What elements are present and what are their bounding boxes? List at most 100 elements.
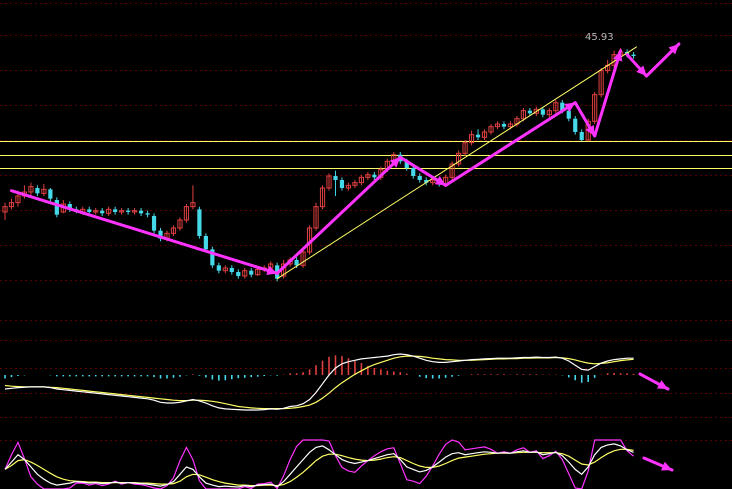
candle-up	[222, 267, 228, 272]
candle-up	[553, 102, 559, 112]
candle-down	[113, 209, 118, 212]
candle-up	[598, 70, 604, 96]
macd-arrow-head	[657, 380, 668, 389]
candle-down	[475, 134, 481, 138]
candle-down	[35, 188, 40, 194]
kdj-j-line	[4, 439, 634, 489]
candle-up	[41, 188, 47, 194]
candle-down	[579, 132, 584, 140]
candle-up	[494, 123, 501, 128]
candle-down	[216, 265, 221, 271]
candle-down	[67, 204, 72, 210]
candle-down	[294, 260, 299, 266]
candle-up	[358, 176, 364, 184]
trend-line-layer	[276, 46, 638, 280]
candle-down	[100, 210, 105, 214]
candle-down	[197, 209, 202, 236]
candle-up	[242, 270, 248, 277]
candle-down	[249, 270, 254, 275]
support-levels	[0, 141, 732, 169]
candle-up	[8, 202, 15, 208]
candle-up	[300, 251, 306, 266]
kdj-arrow-head	[661, 461, 672, 471]
trend-arrow-head	[389, 157, 401, 168]
candlestick-series	[2, 48, 636, 282]
trend-arrow	[9, 189, 279, 275]
candle-up	[15, 195, 21, 204]
candle-up	[119, 210, 125, 213]
candle-up	[190, 202, 196, 208]
candle-down	[566, 110, 571, 119]
trend-arrow-head	[266, 265, 278, 275]
trend-arrow-head	[434, 176, 446, 186]
candle-down	[339, 180, 345, 188]
trend-arrow-head	[636, 65, 647, 76]
candle-up	[430, 179, 436, 184]
candle-down	[527, 110, 532, 114]
candle-up	[183, 206, 190, 221]
trend-arrow-head	[613, 50, 623, 62]
trend-arrow	[444, 101, 577, 187]
candle-down	[573, 118, 578, 132]
candle-up	[488, 126, 494, 133]
candle-down	[138, 210, 144, 214]
candle-down	[417, 176, 422, 180]
kdj-k-line	[4, 443, 634, 488]
candle-down	[126, 210, 131, 212]
trend-line	[276, 46, 638, 280]
candle-up	[592, 94, 598, 122]
candle-up	[255, 268, 261, 276]
trend-arrow	[593, 49, 623, 138]
candle-down	[145, 213, 150, 215]
candle-down	[203, 236, 208, 250]
candle-down	[404, 161, 409, 168]
candle-up	[456, 152, 462, 165]
candle-down	[333, 176, 338, 180]
candle-up	[507, 123, 514, 128]
macd-dea-line	[4, 355, 634, 410]
candle-up	[481, 131, 488, 138]
candle-up	[177, 219, 183, 229]
trend-arrow-head	[585, 125, 595, 136]
candle-up	[520, 110, 526, 120]
candle-up	[313, 206, 319, 229]
candle-up	[365, 174, 371, 178]
candle-up	[449, 163, 455, 178]
candle-up	[106, 208, 112, 214]
candle-down	[236, 272, 241, 276]
candle-down	[411, 168, 416, 176]
candle-down	[372, 174, 377, 178]
kdj-panel	[4, 439, 634, 489]
candle-up	[132, 210, 138, 213]
trend-arrow-head	[564, 102, 576, 113]
candle-down	[424, 180, 429, 183]
candle-up	[546, 110, 552, 116]
macd-panel	[4, 353, 635, 411]
candle-down	[501, 124, 507, 127]
candle-down	[631, 54, 636, 56]
candle-up	[468, 134, 475, 144]
candle-up	[462, 142, 468, 154]
candle-down	[229, 268, 234, 272]
candle-up	[28, 186, 34, 193]
macd-dif-line	[4, 353, 634, 411]
candle-up	[93, 210, 99, 213]
candle-down	[48, 189, 53, 199]
candle-up	[533, 108, 539, 114]
candle-down	[158, 230, 163, 239]
candle-up	[352, 182, 358, 186]
candle-down	[560, 102, 565, 111]
candle-down	[54, 200, 59, 215]
candle-down	[87, 209, 92, 212]
candle-up	[326, 175, 332, 189]
annotation-arrows	[9, 42, 681, 472]
candle-down	[210, 249, 215, 266]
candle-up	[319, 187, 326, 208]
trend-arrow	[275, 155, 402, 275]
candle-up	[2, 206, 8, 213]
candle-down	[540, 109, 545, 115]
candle-up	[170, 227, 177, 234]
candle-up	[345, 184, 352, 189]
candle-down	[151, 216, 157, 231]
